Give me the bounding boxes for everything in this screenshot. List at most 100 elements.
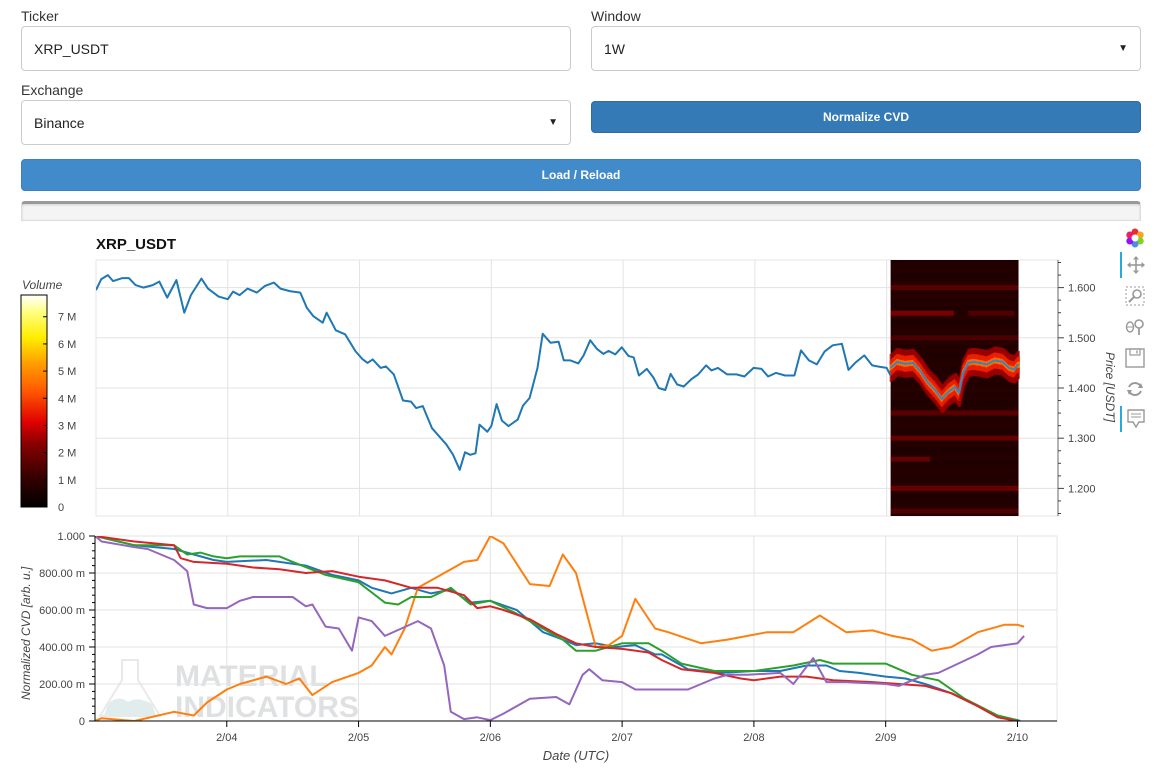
heatmap-row (890, 272, 1019, 278)
cvd-series-purple (95, 536, 1025, 721)
heatmap-row (890, 319, 1019, 325)
heatmap-row (890, 302, 1019, 307)
heatmap-volume-band (968, 310, 1015, 316)
heatmap-row (890, 469, 1019, 474)
heatmap-row (890, 260, 1019, 265)
load-reload-button[interactable]: Load / Reload (21, 159, 1141, 191)
heatmap-row (890, 439, 1019, 444)
chevron-down-icon: ▼ (1118, 43, 1128, 54)
window-value: 1W (604, 40, 625, 57)
heatmap-row (890, 417, 1019, 423)
ticker-label: Ticker (21, 8, 59, 24)
heatmap-row (890, 473, 1019, 478)
heatmap-volume-band (890, 310, 954, 316)
heatmap-row (890, 268, 1019, 273)
heatmap-row (890, 456, 1019, 461)
heatmap-row (890, 264, 1019, 269)
heatmap-volume-band (890, 508, 1019, 514)
colorbar-tick-label: 5 M (58, 366, 76, 378)
price-tick-label: 1.300 (1068, 433, 1096, 445)
heatmap-row (890, 430, 1019, 435)
heatmap-row (890, 511, 1019, 516)
heatmap-row (890, 345, 1019, 350)
heatmap-row (890, 494, 1019, 499)
chevron-down-icon: ▼ (548, 117, 558, 128)
heatmap-row (890, 452, 1019, 457)
date-tick-label: 2/09 (875, 732, 896, 744)
heatmap-row (890, 464, 1019, 470)
colorbar-tick-label: 3 M (58, 420, 76, 432)
save-icon[interactable] (1120, 345, 1150, 371)
cvd-series-orange (95, 536, 1025, 721)
chart-title: XRP_USDT (96, 236, 177, 253)
hover-icon[interactable] (1120, 406, 1150, 432)
wheel-zoom-icon[interactable] (1120, 314, 1150, 340)
price-tick-label: 1.400 (1068, 383, 1096, 395)
colorbar-tick-label: 4 M (58, 393, 76, 405)
heatmap-row (890, 328, 1019, 333)
cvd-series-red (95, 536, 1018, 721)
heatmap-row (890, 405, 1019, 410)
cvd-series-green (95, 536, 1018, 721)
price-axis-label: Price [USDT] (1103, 352, 1117, 423)
price-tick-label: 1.200 (1068, 483, 1096, 495)
heatmap-row (890, 422, 1019, 427)
heatmap-row (890, 490, 1019, 495)
heatmap-row (890, 315, 1019, 320)
price-tick-label: 1.600 (1068, 283, 1096, 295)
window-select[interactable]: 1W ▼ (591, 26, 1141, 71)
colorbar (20, 294, 48, 508)
heatmap-row (890, 324, 1019, 329)
exchange-select[interactable]: Binance ▼ (21, 100, 571, 145)
heatmap-row (890, 443, 1019, 448)
date-axis-label: Date (UTC) (543, 748, 609, 763)
watermark-line1: MATERIAL (175, 660, 328, 693)
exchange-label: Exchange (21, 82, 84, 98)
date-tick-label: 2/06 (480, 732, 501, 744)
exchange-value: Binance (34, 114, 85, 131)
box-zoom-icon[interactable] (1120, 283, 1150, 309)
cvd-tick-label: 0 (79, 716, 85, 728)
normalize-cvd-button[interactable]: Normalize CVD (591, 101, 1141, 133)
cvd-tick-label: 200.00 m (39, 679, 85, 691)
reset-icon[interactable] (1120, 376, 1150, 402)
heatmap-volume-band (890, 485, 1019, 491)
date-tick-label: 2/07 (611, 732, 632, 744)
bokeh-logo-icon[interactable] (1120, 225, 1150, 251)
cvd-tick-label: 400.00 m (39, 642, 85, 654)
date-tick-label: 2/10 (1007, 732, 1028, 744)
cvd-axis-label: Normalized CVD [arb. u.] (19, 566, 33, 700)
heatmap-row (890, 498, 1019, 504)
heatmap-row (890, 477, 1019, 482)
heatmap-row (890, 277, 1019, 282)
heatmap-row (890, 289, 1019, 295)
price-tick-label: 1.500 (1068, 333, 1096, 345)
heatmap-row (890, 366, 1019, 371)
heatmap-row (890, 336, 1019, 342)
heatmap-row (890, 358, 1019, 363)
heatmap-volume-band (890, 435, 1019, 441)
ticker-value: XRP_USDT (34, 40, 109, 57)
heatmap-row (890, 409, 1019, 414)
heatmap-row (890, 447, 1019, 453)
heatmap-row (890, 503, 1019, 508)
heatmap-volume-band (890, 285, 1019, 291)
date-tick-label: 2/08 (743, 732, 764, 744)
heatmap-row (890, 298, 1019, 303)
heatmap-row (890, 460, 1019, 465)
window-label: Window (591, 8, 641, 24)
progress-bar (21, 201, 1141, 221)
colorbar-tick-label: 0 (58, 502, 64, 514)
recent-price-line (889, 359, 1020, 400)
heatmap-row (890, 362, 1019, 367)
heatmap-row (890, 281, 1019, 286)
colorbar-tick-label: 7 M (58, 312, 76, 324)
pan-icon[interactable] (1120, 252, 1150, 278)
cvd-tick-label: 600.00 m (39, 605, 85, 617)
heatmap-row (890, 400, 1019, 406)
ticker-input[interactable]: XRP_USDT (21, 26, 571, 71)
watermark-line2: INDICATORS (175, 691, 359, 724)
heatmap-row (890, 481, 1019, 487)
colorbar-title: Volume (22, 278, 63, 292)
